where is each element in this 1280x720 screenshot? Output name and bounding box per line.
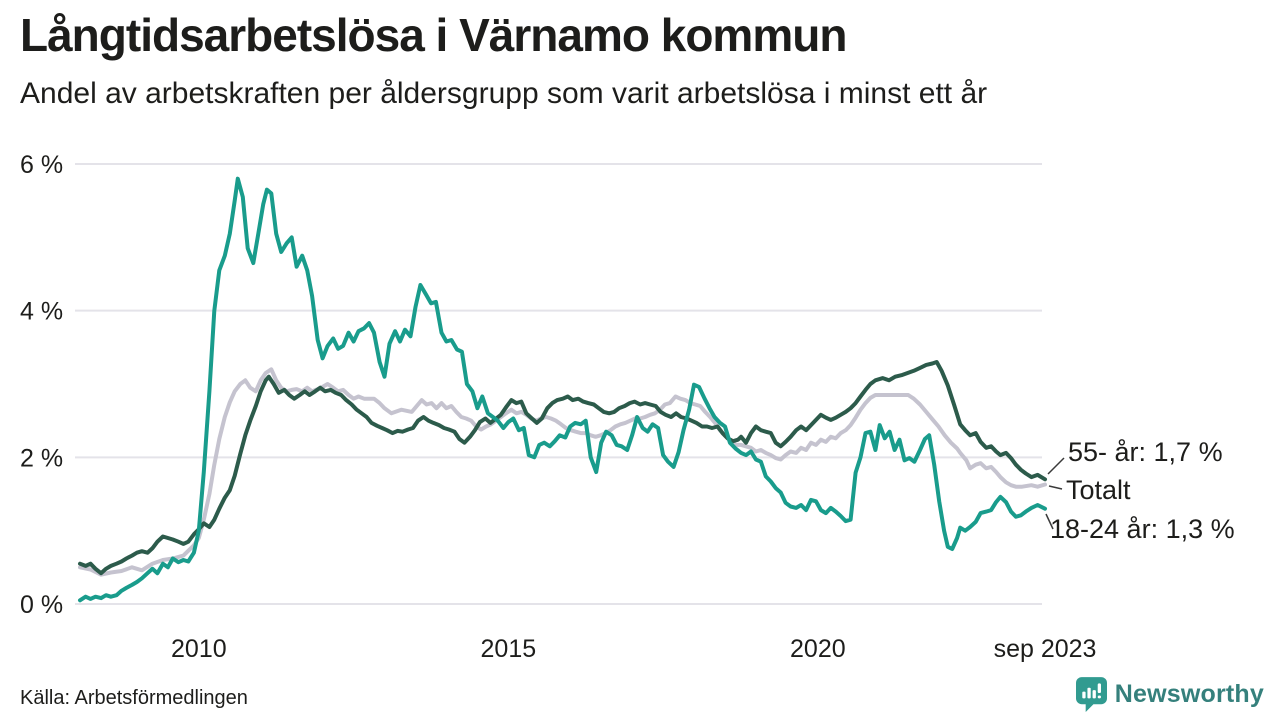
newsworthy-speech-bubble-bars-icon bbox=[1075, 677, 1107, 712]
end-label-age55: 55- år: 1,7 % bbox=[1068, 437, 1223, 467]
x-tick-label: sep 2023 bbox=[994, 635, 1097, 663]
end-label-leader-age55 bbox=[1047, 457, 1065, 475]
series-line-age55 bbox=[78, 360, 1047, 576]
x-tick-label: 2015 bbox=[481, 635, 537, 663]
end-label-leader-age1824 bbox=[1045, 513, 1054, 530]
chart-footer: Källa: Arbetsförmedlingen Newsworthy bbox=[0, 676, 1280, 716]
source-note: Källa: Arbetsförmedlingen bbox=[20, 687, 248, 709]
end-label-leader-totalt bbox=[1048, 485, 1063, 490]
y-tick-label: 2 % bbox=[20, 444, 63, 472]
chart-subtitle: Andel av arbetskraften per åldersgrupp s… bbox=[20, 76, 988, 110]
end-label-totalt: Totalt bbox=[1066, 475, 1131, 505]
end-label-age1824: 18-24 år: 1,3 % bbox=[1050, 514, 1235, 544]
page-title: Långtidsarbetslösa i Värnamo kommun bbox=[20, 9, 847, 61]
y-tick-label: 6 % bbox=[20, 151, 63, 179]
newsworthy-wordmark: Newsworthy bbox=[1114, 680, 1264, 708]
series-line-age1824 bbox=[78, 176, 1047, 603]
newsworthy-logo: Newsworthy bbox=[1075, 677, 1264, 712]
y-tick-label: 0 % bbox=[20, 591, 63, 619]
chart-header: Långtidsarbetslösa i Värnamo kommun Ande… bbox=[20, 10, 1260, 111]
series-line-totalt bbox=[78, 367, 1047, 577]
line-chart: 0 % 2 % 4 % 6 % 2010 2015 2020 sep 2023 Totalt 55… bbox=[20, 151, 1235, 663]
x-tick-label: 2020 bbox=[790, 635, 846, 663]
y-tick-label: 4 % bbox=[20, 298, 63, 326]
x-tick-label: 2010 bbox=[171, 635, 227, 663]
